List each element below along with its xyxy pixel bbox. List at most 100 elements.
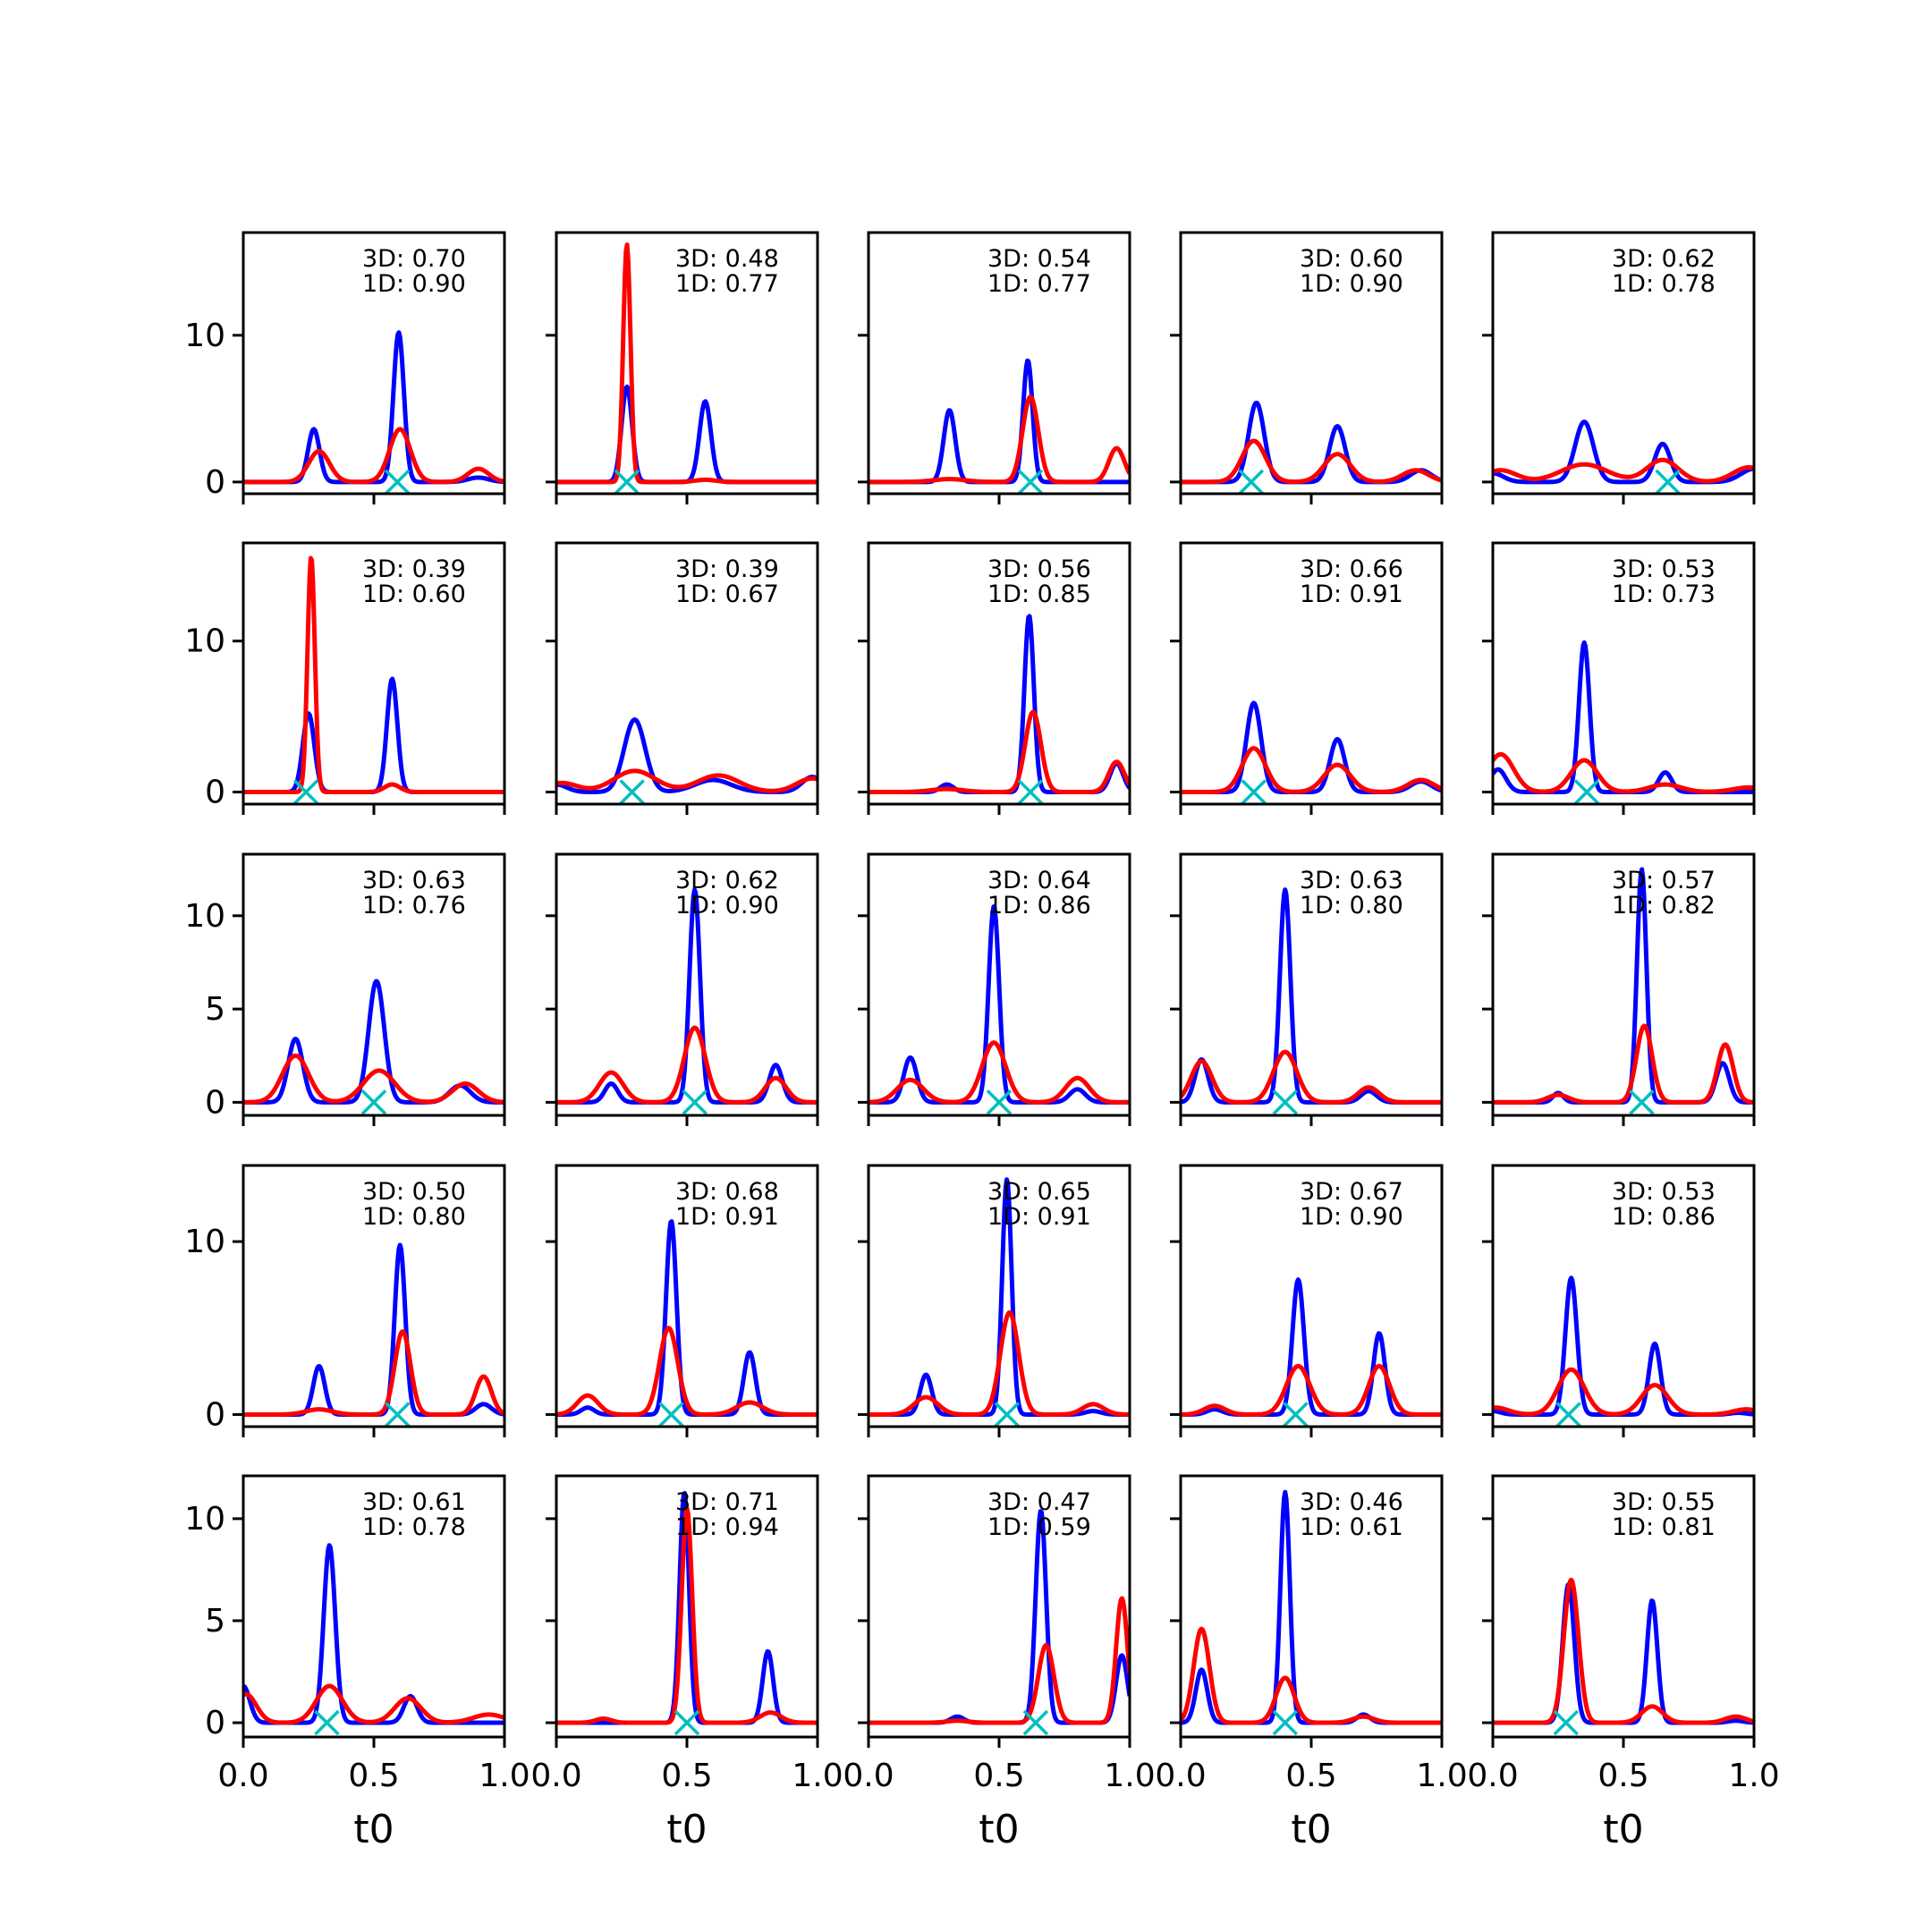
red-series-line [1181, 746, 1442, 794]
annotation-1d: 1D: 0.78 [362, 1513, 466, 1541]
plot-area [869, 358, 1130, 494]
annotation-3d: 3D: 0.46 [1300, 1488, 1403, 1516]
annotation-3d: 3D: 0.67 [1300, 1178, 1403, 1206]
blue-series-line [1493, 640, 1754, 794]
annotation-1d: 1D: 0.86 [987, 892, 1091, 919]
annotation-1d: 1D: 0.90 [1300, 1203, 1403, 1231]
marker-x [1629, 1089, 1655, 1115]
y-tick-label: 0 [205, 464, 225, 501]
blue-series-line [1493, 419, 1754, 485]
marker-x [314, 1709, 340, 1736]
blue-series-line [243, 676, 504, 794]
marker-x [385, 469, 411, 494]
x-tick-label: 0.5 [1285, 1758, 1336, 1794]
red-series-line [1493, 751, 1754, 794]
marker-x [360, 1089, 387, 1115]
plot-area [869, 904, 1130, 1115]
annotation-1d: 1D: 0.78 [1612, 270, 1716, 298]
blue-series-line [1181, 400, 1442, 485]
plot-area [556, 1219, 818, 1427]
marker-x [682, 1089, 708, 1115]
annotation-3d: 3D: 0.62 [1612, 245, 1716, 273]
x-axis-label: t0 [666, 1807, 707, 1852]
blue-series-line [556, 716, 818, 794]
plot-area [1493, 1577, 1754, 1736]
blue-series-line [556, 384, 818, 485]
marker-x [1017, 469, 1044, 494]
x-tick-label: 0.5 [1597, 1758, 1648, 1794]
annotation-3d: 3D: 0.65 [987, 1178, 1091, 1206]
plot-area [1181, 1277, 1442, 1427]
plot-area [1493, 1275, 1754, 1427]
x-tick-label: 0.0 [843, 1758, 894, 1794]
annotation-3d: 3D: 0.63 [362, 867, 466, 894]
annotation-1d: 1D: 0.85 [987, 580, 1091, 608]
annotation-1d: 1D: 0.91 [987, 1203, 1091, 1231]
plot-area [1493, 419, 1754, 494]
red-series-line [556, 1326, 818, 1417]
y-tick-label: 10 [184, 898, 225, 935]
annotation-3d: 3D: 0.68 [675, 1178, 779, 1206]
annotation-3d: 3D: 0.70 [362, 245, 466, 273]
x-tick-label: 0.0 [530, 1758, 581, 1794]
red-series-line [1493, 457, 1754, 484]
marker-x [1017, 779, 1044, 804]
plot-area [556, 1490, 818, 1736]
marker-x [1238, 469, 1265, 494]
plot-area [243, 979, 504, 1115]
x-tick-label: 1.0 [1416, 1758, 1467, 1794]
annotation-3d: 3D: 0.63 [1300, 867, 1403, 894]
plot-area [243, 1242, 504, 1427]
blue-series-line [1181, 700, 1442, 794]
marker-x [619, 779, 645, 804]
red-series-line [1181, 438, 1442, 485]
plot-area [556, 716, 818, 804]
annotation-1d: 1D: 0.90 [675, 892, 779, 919]
plot-area [1181, 887, 1442, 1115]
y-tick-label: 10 [184, 1224, 225, 1260]
plot-area [243, 555, 504, 804]
plot-area [869, 614, 1130, 804]
annotation-3d: 3D: 0.56 [987, 555, 1091, 583]
annotation-1d: 1D: 0.91 [1300, 580, 1403, 608]
red-series-line [1493, 1023, 1754, 1105]
annotation-1d: 1D: 0.73 [1612, 580, 1716, 608]
annotation-1d: 1D: 0.77 [987, 270, 1091, 298]
x-tick-label: 0.0 [1155, 1758, 1206, 1794]
red-series-line [1493, 1577, 1754, 1725]
y-tick-label: 10 [184, 1501, 225, 1538]
marker-x [292, 779, 319, 804]
plot-area [556, 242, 818, 494]
blue-series-line [869, 1509, 1130, 1725]
x-axis-label: t0 [979, 1807, 1019, 1852]
annotation-3d: 3D: 0.62 [675, 867, 779, 894]
annotation-1d: 1D: 0.67 [675, 580, 779, 608]
marker-x [1655, 469, 1681, 494]
annotation-3d: 3D: 0.39 [675, 555, 779, 583]
annotation-1d: 1D: 0.81 [1612, 1513, 1716, 1541]
blue-series-line [869, 358, 1130, 485]
blue-series-line [869, 904, 1130, 1105]
x-tick-label: 0.5 [348, 1758, 399, 1794]
marker-x [1553, 1709, 1579, 1736]
blue-series-line [869, 614, 1130, 794]
marker-x [994, 1402, 1020, 1427]
plot-area [869, 1177, 1130, 1427]
